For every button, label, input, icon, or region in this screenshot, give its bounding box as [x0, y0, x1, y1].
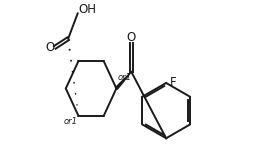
Text: F: F — [170, 76, 176, 89]
Text: or1: or1 — [64, 117, 78, 126]
Text: OH: OH — [78, 3, 96, 16]
Text: O: O — [46, 41, 55, 54]
Text: O: O — [127, 31, 136, 44]
Polygon shape — [115, 72, 131, 89]
Text: or1: or1 — [117, 73, 131, 82]
